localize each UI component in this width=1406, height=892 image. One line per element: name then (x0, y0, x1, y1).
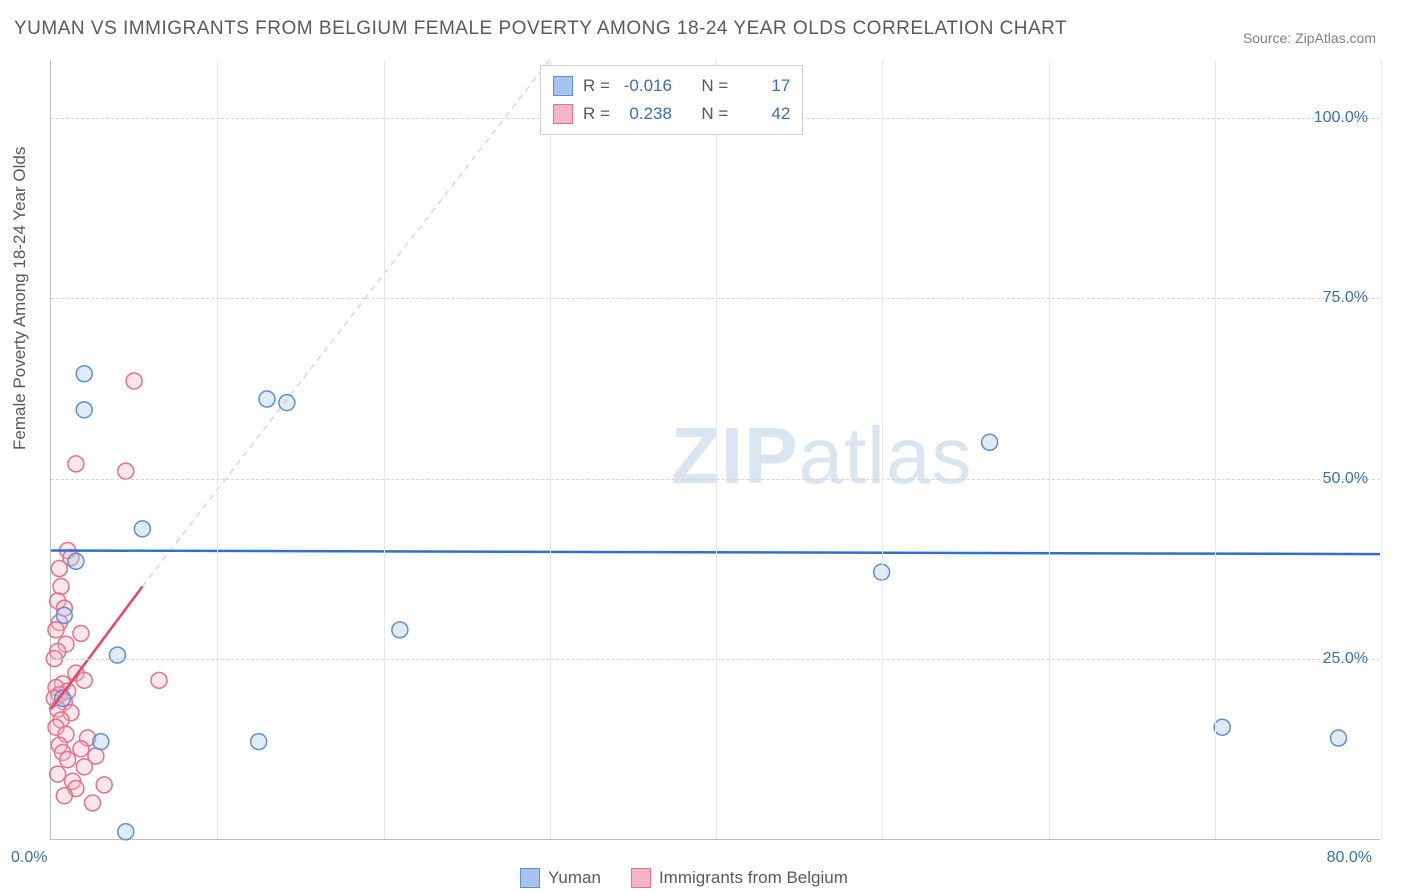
data-point (118, 824, 134, 840)
legend-swatch-0 (553, 76, 573, 96)
gridline-v (716, 60, 717, 839)
y-tick-label: 75.0% (1323, 289, 1368, 307)
data-point (126, 373, 142, 389)
source-label: Source: ZipAtlas.com (1243, 30, 1376, 46)
gridline-v (384, 60, 385, 839)
data-point (76, 402, 92, 418)
data-point (1330, 730, 1346, 746)
gridline-v (882, 60, 883, 839)
data-point (68, 553, 84, 569)
data-point (76, 366, 92, 382)
plot-area: ZIPatlas 25.0%50.0%75.0%100.0%0.0%80.0% (50, 60, 1380, 840)
data-point (96, 777, 112, 793)
data-point (56, 607, 72, 623)
data-point (109, 647, 125, 663)
data-point (134, 521, 150, 537)
legend-item-label-0: Yuman (548, 868, 601, 888)
data-point (73, 625, 89, 641)
data-point (251, 734, 267, 750)
data-point (259, 391, 275, 407)
data-point (50, 766, 66, 782)
data-point (68, 456, 84, 472)
legend-item-0: Yuman (520, 868, 601, 888)
y-tick-label: 25.0% (1323, 650, 1368, 668)
n-label: N = (701, 100, 728, 128)
legend-stats-row-1: R = 0.238 N = 42 (553, 100, 790, 128)
y-tick-label: 50.0% (1323, 470, 1368, 488)
legend-item-label-1: Immigrants from Belgium (659, 868, 848, 888)
data-point (118, 463, 134, 479)
data-point (53, 579, 69, 595)
chart-title: YUMAN VS IMMIGRANTS FROM BELGIUM FEMALE … (14, 18, 1067, 40)
legend-stats: R = -0.016 N = 17 R = 0.238 N = 42 (540, 65, 803, 135)
r-label: R = (583, 72, 610, 100)
data-point (392, 622, 408, 638)
legend-bottom-swatch-1 (631, 868, 651, 888)
data-point (56, 788, 72, 804)
legend-bottom-swatch-0 (520, 868, 540, 888)
r-value-1: 0.238 (620, 100, 672, 128)
data-point (982, 434, 998, 450)
data-point (76, 672, 92, 688)
gridline-v (550, 60, 551, 839)
gridline-v (1049, 60, 1050, 839)
data-point (76, 759, 92, 775)
r-value-0: -0.016 (620, 72, 672, 100)
data-point (279, 395, 295, 411)
data-point (1214, 719, 1230, 735)
n-value-0: 17 (738, 72, 790, 100)
gridline-v (1215, 60, 1216, 839)
y-tick-label: 100.0% (1314, 109, 1368, 127)
data-point (48, 622, 64, 638)
x-tick-label: 80.0% (1327, 849, 1372, 867)
data-point (51, 561, 67, 577)
legend-stats-row-0: R = -0.016 N = 17 (553, 72, 790, 100)
n-value-1: 42 (738, 100, 790, 128)
data-point (93, 734, 109, 750)
n-label: N = (701, 72, 728, 100)
data-point (73, 741, 89, 757)
r-label: R = (583, 100, 610, 128)
data-point (85, 795, 101, 811)
legend-item-1: Immigrants from Belgium (631, 868, 848, 888)
data-point (151, 672, 167, 688)
data-point (60, 752, 76, 768)
x-tick-label: 0.0% (11, 849, 47, 867)
y-axis-label: Female Poverty Among 18-24 Year Olds (10, 147, 30, 450)
gridline-v (1381, 60, 1382, 839)
gridline-v (217, 60, 218, 839)
legend-swatch-1 (553, 104, 573, 124)
legend-series: Yuman Immigrants from Belgium (520, 868, 848, 888)
